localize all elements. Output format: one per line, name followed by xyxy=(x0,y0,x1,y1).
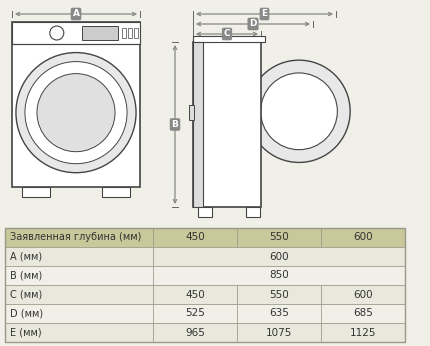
Bar xyxy=(5,247,153,266)
Text: B: B xyxy=(172,120,178,129)
Text: 685: 685 xyxy=(353,309,373,319)
Bar xyxy=(128,28,132,38)
Text: 850: 850 xyxy=(269,271,289,281)
Circle shape xyxy=(16,53,136,173)
Bar xyxy=(153,247,405,266)
Bar xyxy=(22,187,50,197)
Bar xyxy=(5,266,153,285)
Bar xyxy=(246,207,260,217)
Bar xyxy=(12,22,140,187)
Bar xyxy=(198,207,212,217)
Bar xyxy=(5,228,405,342)
Text: A: A xyxy=(73,9,80,18)
Bar xyxy=(193,42,261,207)
Text: 1075: 1075 xyxy=(266,328,292,337)
Bar xyxy=(153,285,237,304)
Circle shape xyxy=(261,73,338,150)
Bar xyxy=(5,285,153,304)
Text: A (мм): A (мм) xyxy=(10,252,42,262)
Bar xyxy=(237,285,321,304)
Text: C: C xyxy=(224,29,230,38)
Bar xyxy=(122,28,126,38)
Bar xyxy=(153,266,405,285)
Text: 965: 965 xyxy=(185,328,205,337)
Text: 550: 550 xyxy=(269,233,289,243)
Text: 450: 450 xyxy=(185,233,205,243)
Text: Заявленная глубина (мм): Заявленная глубина (мм) xyxy=(10,233,141,243)
Bar xyxy=(5,323,153,342)
Text: 1125: 1125 xyxy=(350,328,376,337)
Text: 550: 550 xyxy=(269,290,289,300)
Bar xyxy=(153,228,237,247)
Bar xyxy=(153,323,237,342)
Circle shape xyxy=(50,26,64,40)
Bar xyxy=(237,323,321,342)
Circle shape xyxy=(25,62,127,164)
Text: 525: 525 xyxy=(185,309,205,319)
Text: C (мм): C (мм) xyxy=(10,290,42,300)
Bar xyxy=(193,42,203,207)
Bar xyxy=(321,285,405,304)
Text: D: D xyxy=(249,19,257,28)
Text: E: E xyxy=(261,9,267,18)
Bar xyxy=(237,304,321,323)
Text: 450: 450 xyxy=(185,290,205,300)
Text: 600: 600 xyxy=(353,233,373,243)
Bar xyxy=(5,304,153,323)
Bar xyxy=(321,323,405,342)
Circle shape xyxy=(248,60,350,163)
Circle shape xyxy=(37,74,115,152)
Bar xyxy=(83,26,118,40)
Bar xyxy=(134,28,138,38)
Bar xyxy=(237,228,321,247)
Bar xyxy=(321,304,405,323)
Text: D (мм): D (мм) xyxy=(10,309,43,319)
Text: 600: 600 xyxy=(269,252,289,262)
Bar xyxy=(321,228,405,247)
Bar xyxy=(5,228,153,247)
Bar xyxy=(193,36,265,42)
Text: B (мм): B (мм) xyxy=(10,271,42,281)
Bar xyxy=(189,105,194,120)
Bar xyxy=(12,22,140,44)
Bar xyxy=(102,187,130,197)
Text: 635: 635 xyxy=(269,309,289,319)
Text: 600: 600 xyxy=(353,290,373,300)
Bar xyxy=(153,304,237,323)
Text: E (мм): E (мм) xyxy=(10,328,42,337)
